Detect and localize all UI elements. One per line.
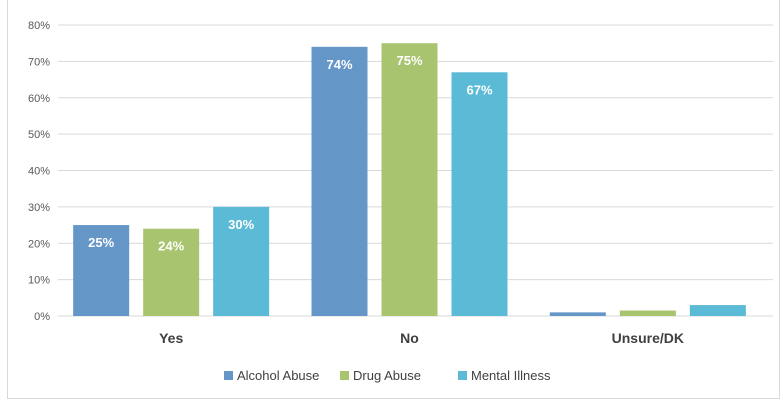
- y-tick-label: 30%: [28, 202, 50, 214]
- bar-alcohol-abuse-yes: [73, 225, 130, 316]
- bar-alcohol-abuse-no: [311, 46, 368, 316]
- bar-drug-abuse-unsure-dk: [619, 310, 676, 316]
- bar-mental-illness-yes: [213, 206, 270, 316]
- data-label: 75%: [396, 53, 422, 68]
- y-tick-label: 60%: [28, 93, 50, 105]
- data-label: 24%: [158, 239, 184, 254]
- bar-drug-abuse-no: [381, 43, 438, 316]
- y-tick-label: 10%: [28, 275, 50, 287]
- data-label: 67%: [466, 82, 492, 97]
- bar-drug-abuse-yes: [143, 228, 200, 316]
- chart-container: 0% 10% 20% 30% 40% 50% 60% 70% 80% 25% 24% 30% Yes 74…: [7, 0, 780, 399]
- y-tick-label: 20%: [28, 238, 50, 250]
- data-label: 25%: [88, 235, 114, 250]
- bar-alcohol-abuse-unsure-dk: [549, 312, 606, 316]
- bar-mental-illness-no: [451, 72, 508, 316]
- data-label: 30%: [228, 217, 254, 232]
- y-tick-label: 0%: [34, 311, 50, 323]
- data-label: 74%: [326, 57, 352, 72]
- y-tick-label: 40%: [28, 166, 50, 178]
- bar-mental-illness-unsure-dk: [689, 305, 746, 316]
- category-label: Unsure/DK: [612, 330, 684, 346]
- category-label: No: [400, 330, 419, 346]
- legend-label: Drug Abuse: [353, 368, 421, 383]
- y-tick-label: 80%: [28, 20, 50, 32]
- bar-chart: 0% 10% 20% 30% 40% 50% 60% 70% 80% 25% 24% 30% Yes 74…: [28, 20, 773, 383]
- y-tick-label: 70%: [28, 56, 50, 68]
- legend-swatch: [340, 371, 349, 380]
- y-tick-label: 50%: [28, 129, 50, 141]
- legend-label: Mental Illness: [471, 368, 551, 383]
- legend-label: Alcohol Abuse: [237, 368, 319, 383]
- category-label: Yes: [159, 330, 183, 346]
- legend-swatch: [224, 371, 233, 380]
- legend-swatch: [458, 371, 467, 380]
